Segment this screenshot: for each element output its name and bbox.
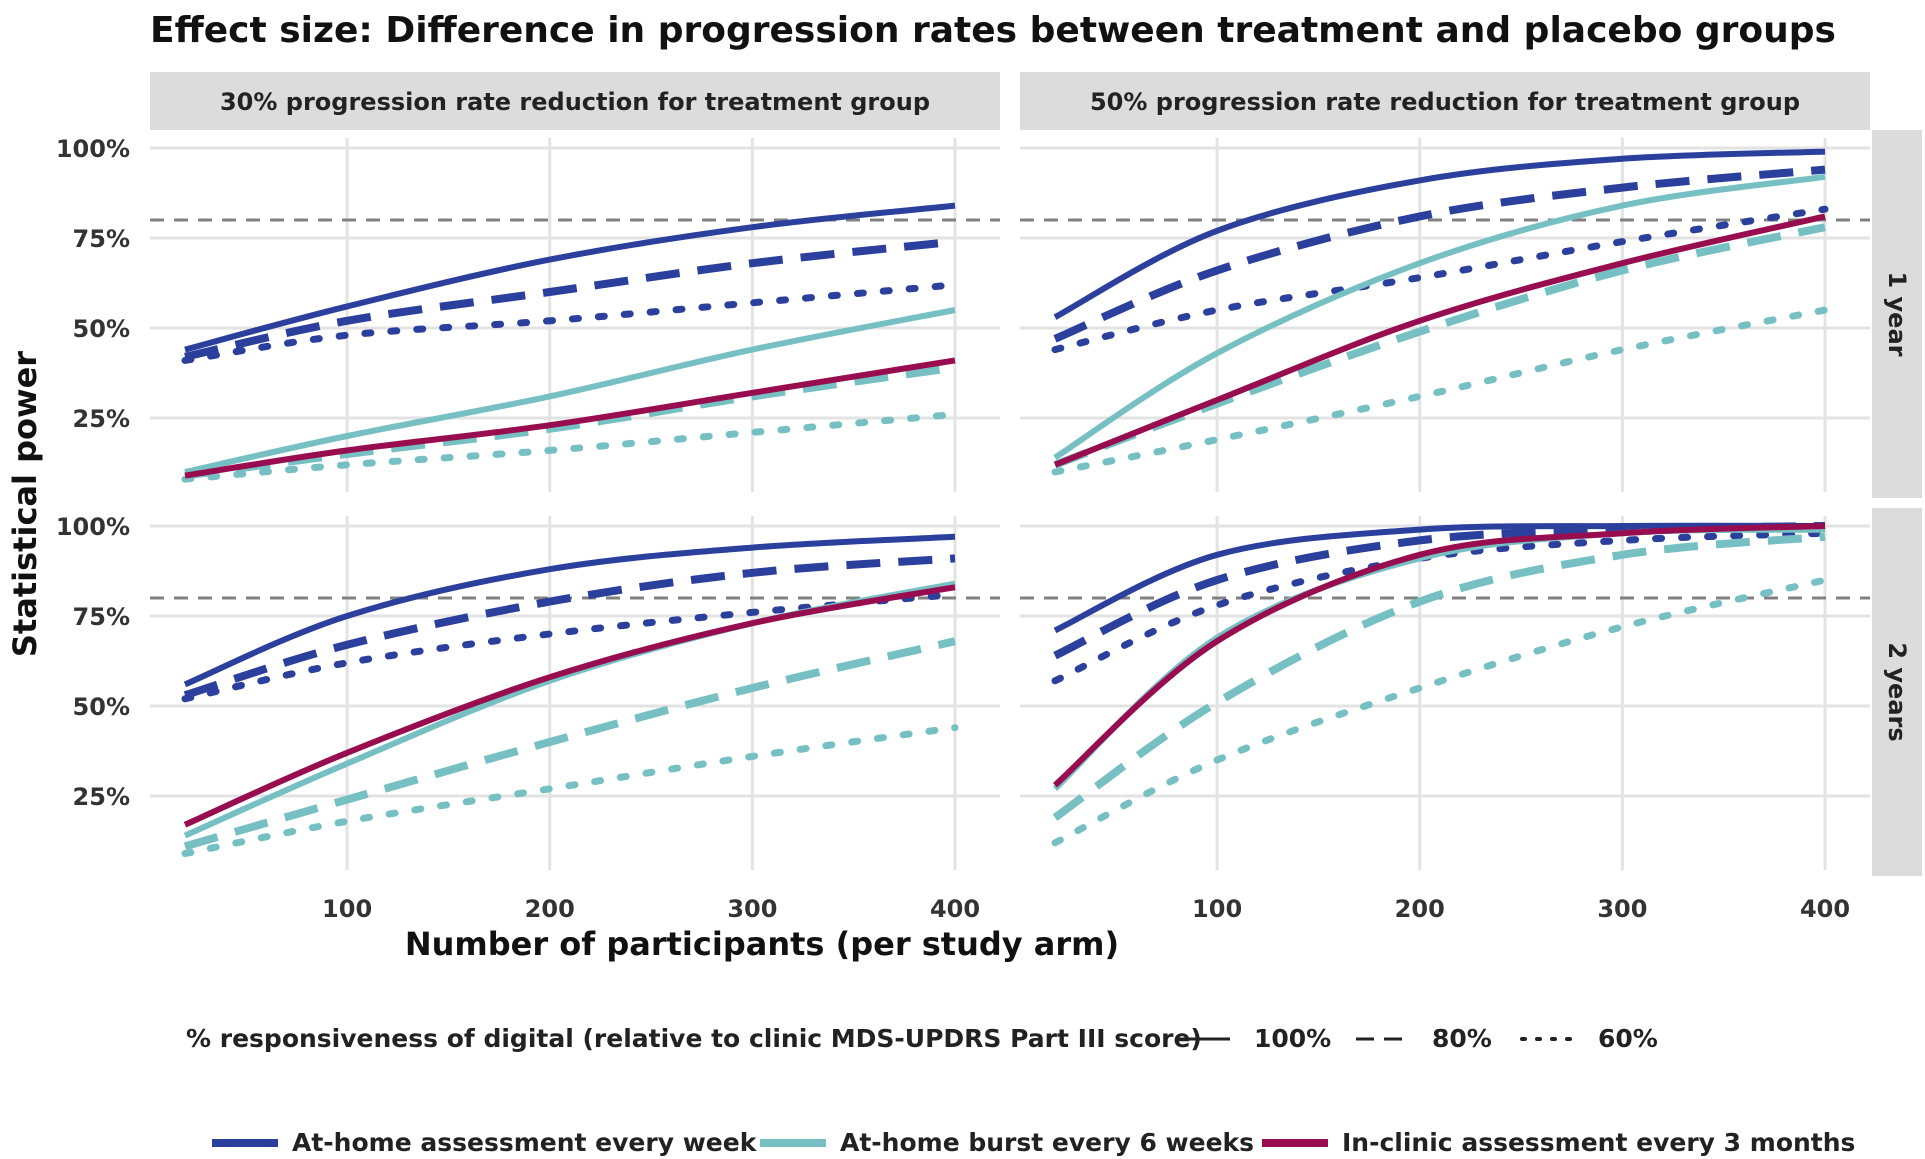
row-strip-label: 1 year (1883, 271, 1911, 356)
y-tick-label: 25% (73, 783, 130, 811)
y-tick-label: 75% (73, 225, 130, 253)
series-line (183, 554, 956, 700)
column-strip-label: 30% progression rate reduction for treat… (220, 88, 930, 116)
series-line (1053, 523, 1826, 788)
y-tick-label: 50% (73, 693, 130, 721)
y-tick-label: 75% (73, 603, 130, 631)
panel (1020, 516, 1870, 870)
series-line (184, 307, 956, 475)
series-line (1053, 522, 1826, 634)
series-line (181, 281, 959, 364)
x-tick-label: 200 (1395, 895, 1445, 923)
series-line (1051, 576, 1829, 847)
series-line (183, 637, 956, 851)
series-line (181, 410, 959, 483)
color-legend-label: In-clinic assessment every 3 months (1342, 1128, 1855, 1157)
color-legend: At-home assessment every week At-home bur… (212, 1128, 1855, 1157)
x-tick-label: 300 (1597, 895, 1647, 923)
column-strip-label: 50% progression rate reduction for treat… (1090, 88, 1800, 116)
series-line (183, 533, 956, 688)
y-tick-label: 50% (73, 315, 130, 343)
row-strip (1872, 508, 1922, 876)
x-tick-label: 100 (322, 895, 372, 923)
series-line (183, 580, 956, 839)
y-axis-title: Statistical power (6, 351, 44, 657)
color-legend-label: At-home burst every 6 weeks (840, 1128, 1254, 1157)
column-strip (150, 72, 1000, 130)
series-line (1052, 532, 1826, 821)
panel (150, 138, 1000, 492)
panel (150, 516, 1000, 870)
column-strip (1020, 72, 1870, 130)
linetype-legend-title: % responsiveness of digital (relative to… (186, 1024, 1202, 1053)
facet-panels: 30% progression rate reduction for treat… (56, 72, 1922, 923)
row-strip (1872, 130, 1922, 498)
x-axis-title: Number of participants (per study arm) (405, 925, 1119, 963)
series-line (1053, 148, 1826, 320)
x-tick-label: 100 (1192, 895, 1242, 923)
row-strip-label: 2 years (1883, 642, 1911, 741)
linetype-legend: % responsiveness of digital (relative to… (186, 1024, 1658, 1053)
series-line (1053, 173, 1826, 461)
panel (1020, 138, 1870, 492)
series-line (184, 202, 956, 353)
color-legend-label: At-home assessment every week (292, 1128, 758, 1157)
x-tick-label: 300 (727, 895, 777, 923)
series-line (181, 724, 959, 858)
chart-title: Effect size: Difference in progression r… (150, 10, 1836, 51)
linetype-legend-label: 80% (1432, 1024, 1492, 1053)
series-line (1053, 213, 1826, 468)
series-line (1053, 522, 1826, 660)
series-line (184, 237, 956, 361)
series-line (1053, 223, 1826, 469)
y-tick-label: 25% (73, 405, 130, 433)
series-line (1053, 165, 1826, 343)
y-tick-label: 100% (56, 135, 130, 163)
linetype-legend-label: 100% (1254, 1024, 1331, 1053)
series-line (184, 357, 956, 479)
series-line (1051, 205, 1829, 354)
y-tick-label: 100% (56, 513, 130, 541)
x-tick-label: 400 (930, 895, 980, 923)
linetype-legend-label: 60% (1598, 1024, 1658, 1053)
x-tick-label: 200 (525, 895, 575, 923)
x-tick-label: 400 (1800, 895, 1850, 923)
series-line (1051, 306, 1829, 476)
series-line (181, 590, 959, 703)
series-line (183, 584, 956, 828)
